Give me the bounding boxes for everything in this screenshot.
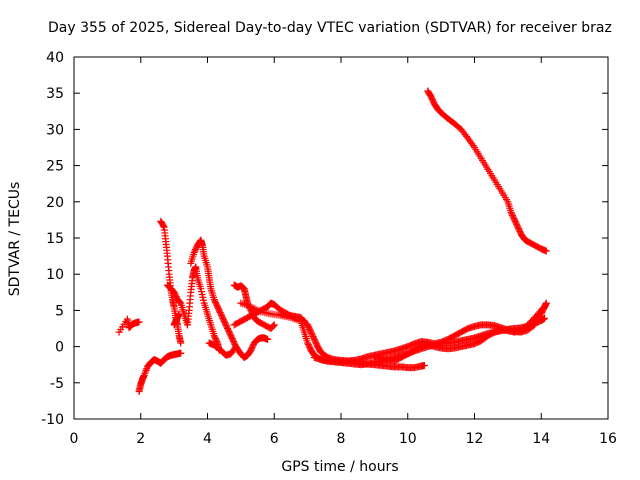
y-tick-label: -10 xyxy=(41,412,64,428)
data-point xyxy=(135,318,143,326)
data-point xyxy=(542,247,550,255)
x-tick-label: 16 xyxy=(599,431,617,447)
y-tick-label: 25 xyxy=(46,159,64,175)
y-tick-label: 10 xyxy=(46,267,64,283)
y-axis-ticks: -10 -5 0 5 10 15 20 25 30 35 40 xyxy=(41,50,608,428)
x-axis-label: GPS time / hours xyxy=(281,459,398,475)
y-tick-label: -5 xyxy=(50,376,64,392)
y-axis-label: SDTVAR / TECUs xyxy=(7,182,23,297)
series-s6 xyxy=(183,263,223,354)
y-tick-label: 30 xyxy=(46,122,64,138)
data-point xyxy=(542,299,550,307)
chart-title: Day 355 of 2025, Sidereal Day-to-day VTE… xyxy=(48,20,612,36)
x-tick-label: 10 xyxy=(399,431,417,447)
data-point xyxy=(269,322,277,330)
data-points xyxy=(115,87,550,395)
data-point xyxy=(539,304,547,312)
data-point xyxy=(420,361,428,369)
x-tick-label: 4 xyxy=(203,431,212,447)
series-s8 xyxy=(205,334,272,361)
x-axis-ticks: 0 2 4 6 8 10 12 14 16 xyxy=(70,57,617,447)
series-s5 xyxy=(170,310,183,329)
data-point xyxy=(270,321,278,329)
x-tick-label: 8 xyxy=(337,431,346,447)
x-tick-label: 12 xyxy=(466,431,484,447)
data-point xyxy=(175,310,183,318)
x-tick-label: 0 xyxy=(70,431,79,447)
x-tick-label: 14 xyxy=(532,431,550,447)
y-tick-label: 35 xyxy=(46,86,64,102)
series-s7 xyxy=(187,236,242,354)
data-point xyxy=(177,349,185,357)
y-tick-label: 5 xyxy=(55,303,64,319)
y-tick-label: 40 xyxy=(46,50,64,66)
y-tick-label: 15 xyxy=(46,231,64,247)
y-tick-label: 0 xyxy=(55,340,64,356)
y-tick-label: 20 xyxy=(46,195,64,211)
series-s15 xyxy=(424,87,550,255)
data-point xyxy=(177,339,185,347)
data-point xyxy=(270,322,278,330)
data-point xyxy=(264,335,272,343)
data-point xyxy=(159,222,167,230)
data-point xyxy=(175,298,183,306)
data-point xyxy=(541,303,549,311)
x-tick-label: 6 xyxy=(270,431,279,447)
series-s1 xyxy=(115,315,143,336)
data-point xyxy=(540,304,548,312)
series-s2 xyxy=(135,349,185,395)
data-point xyxy=(541,314,549,322)
x-tick-label: 2 xyxy=(136,431,145,447)
series-s3 xyxy=(157,217,185,347)
series-s14 xyxy=(370,303,549,365)
